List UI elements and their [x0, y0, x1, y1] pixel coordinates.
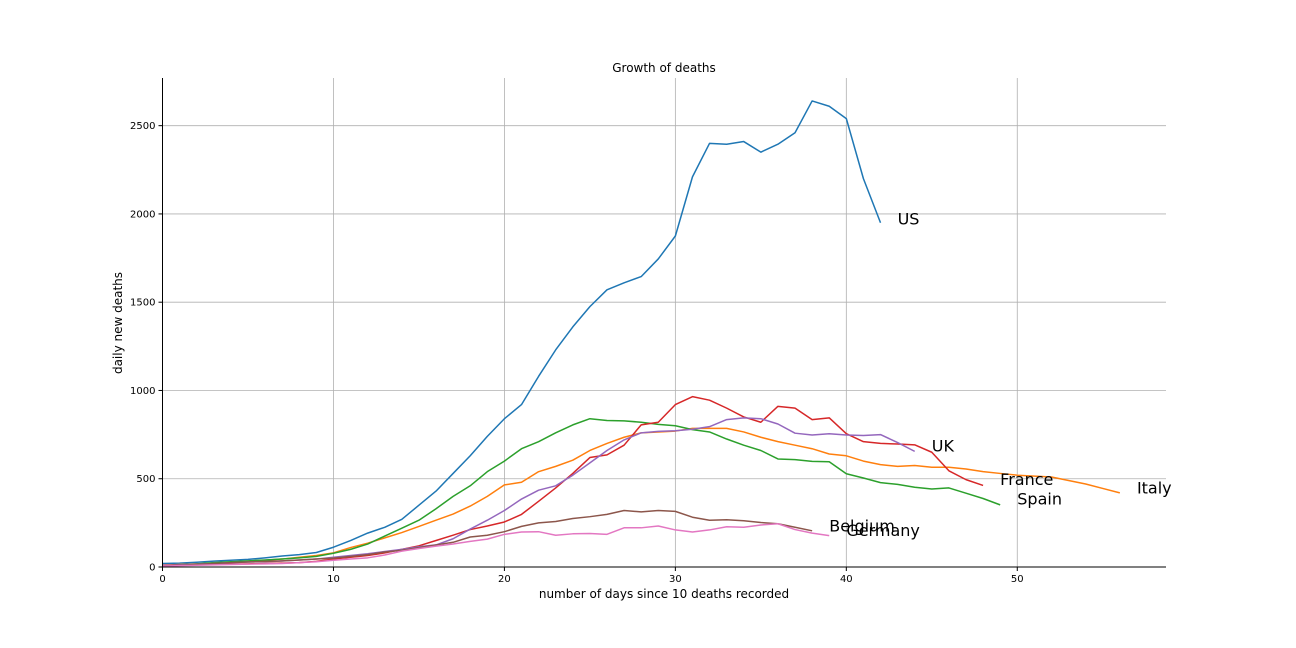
y-tick-label: 1500 [130, 298, 155, 309]
y-tick-label: 500 [136, 474, 155, 485]
axes [162, 78, 1166, 568]
series-label-france: France [1000, 470, 1053, 489]
series-line-us [162, 100, 882, 565]
x-tick-label: 30 [669, 574, 682, 585]
y-tick-label: 2500 [130, 121, 155, 132]
series-label-germany: Germany [846, 521, 920, 540]
series-label-uk: UK [932, 436, 955, 455]
y-tick-label: 2000 [130, 209, 155, 220]
series-label-italy: Italy [1137, 478, 1172, 497]
chart-title: Growth of deaths [612, 61, 716, 75]
series-line-germany [162, 523, 830, 567]
series-line-spain [162, 417, 1001, 567]
x-axis-title: number of days since 10 deaths recorded [539, 587, 789, 601]
x-tick-label: 40 [840, 574, 853, 585]
x-tick-label: 50 [1011, 574, 1024, 585]
series-lines [162, 100, 1121, 567]
y-axis-title: daily new deaths [111, 272, 125, 374]
x-tick-label: 10 [327, 574, 340, 585]
y-tick-label: 1000 [130, 386, 155, 397]
x-tick-label: 0 [159, 574, 165, 585]
y-tick-label: 0 [149, 563, 155, 574]
series-line-france [162, 417, 916, 567]
series-label-belgium: Belgium [829, 516, 895, 535]
series-label-spain: Spain [1017, 489, 1062, 508]
series-line-belgium [162, 509, 813, 567]
grid-lines [162, 78, 1166, 567]
series-label-us: US [898, 210, 920, 229]
x-tick-label: 20 [498, 574, 511, 585]
